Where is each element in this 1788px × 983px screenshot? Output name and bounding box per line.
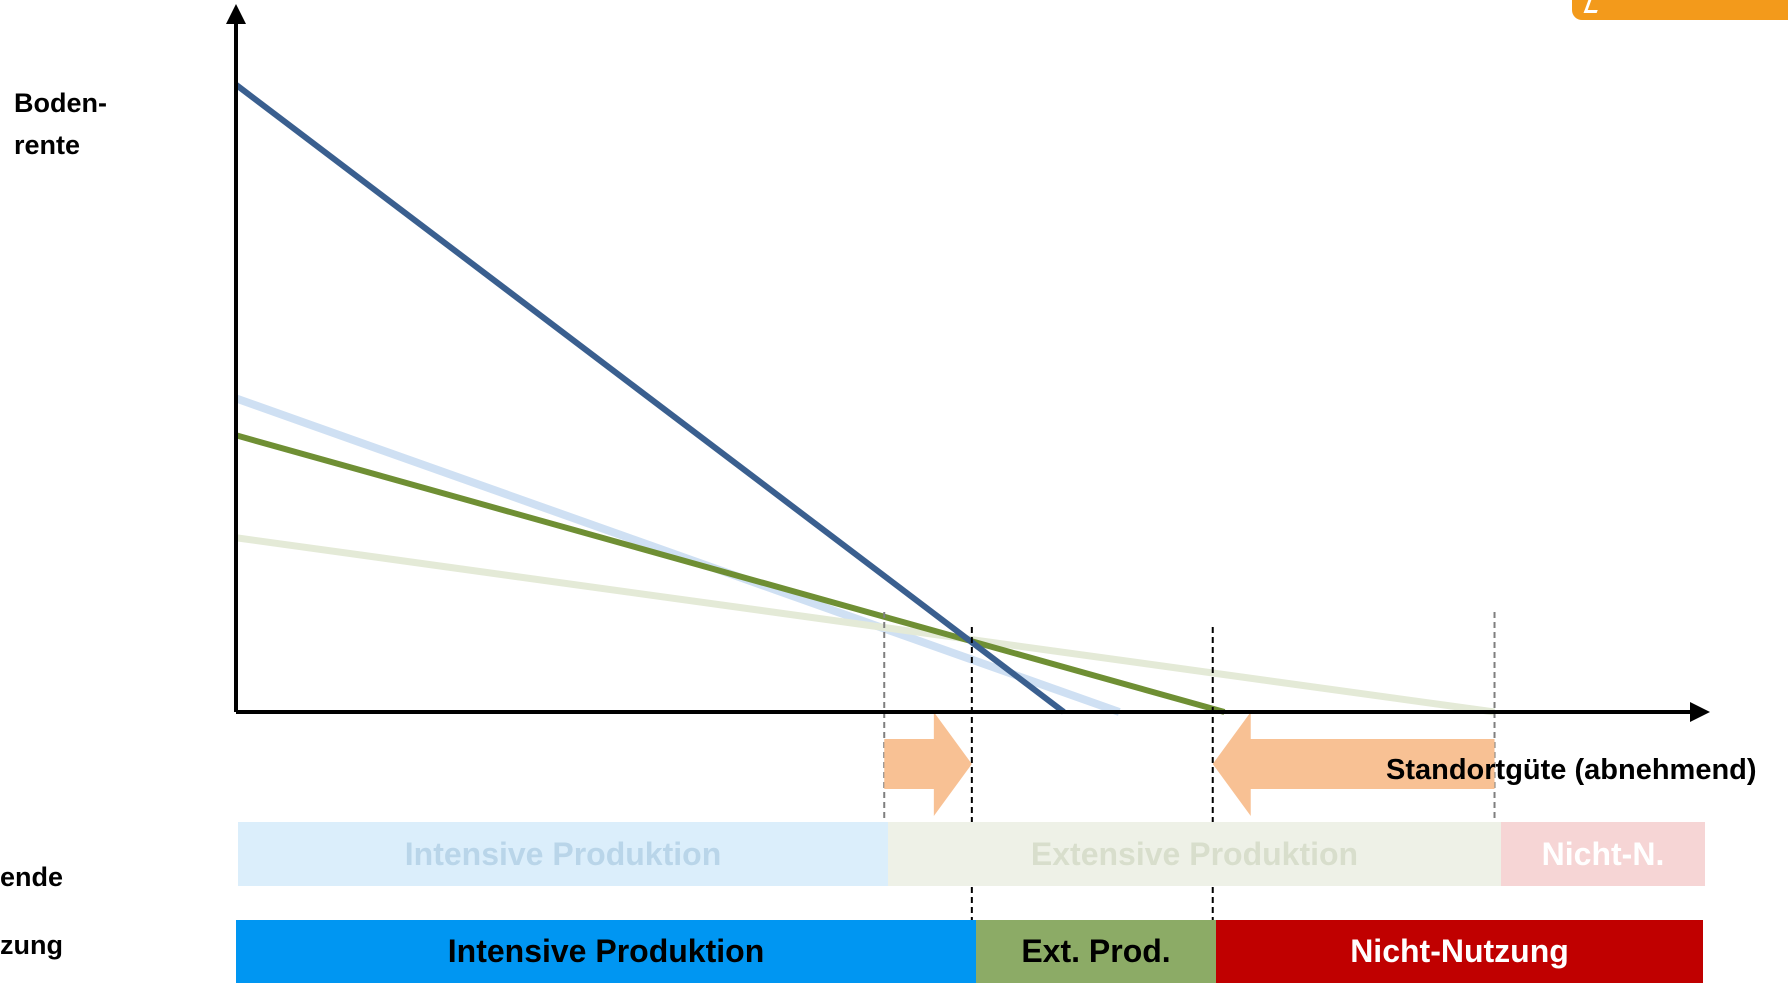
row-label-original: ende: [0, 862, 64, 892]
rent-line-extensive-new: [235, 432, 1226, 715]
band-new-extensive: Ext. Prod.: [976, 920, 1216, 983]
logo-badge: [1572, 0, 1788, 20]
shift-arrow-extensive-boundary-shift: [1212, 712, 1495, 816]
band-new-intensive: Intensive Produktion: [236, 920, 976, 983]
shift-arrow-intensive-boundary-shift: [884, 712, 972, 816]
y-axis-label: Boden- rente: [14, 88, 107, 160]
band-new-non-use: Nicht-Nutzung: [1216, 920, 1703, 983]
logo-mark-icon: [1583, 0, 1602, 13]
band-original-intensive: Intensive Produktion: [238, 822, 888, 886]
x-axis-label: Standortgüte (abnehmend): [1386, 754, 1757, 786]
rent-line-extensive-old: [235, 534, 1496, 716]
row-label-new: zung: [0, 930, 63, 960]
shift-arrows: [884, 712, 1495, 816]
rent-lines: [234, 82, 1496, 716]
axes: [226, 4, 1710, 722]
band-original-extensive: Extensive Produktion: [888, 822, 1501, 886]
band-original-non-use: Nicht-N.: [1501, 822, 1705, 886]
rent-line-intensive-new: [234, 82, 1066, 715]
